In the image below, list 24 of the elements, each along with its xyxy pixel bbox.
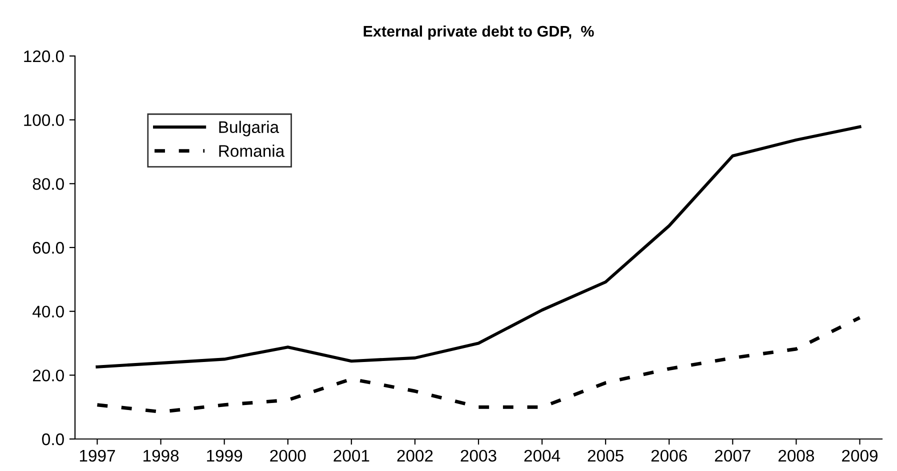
y-tick-label: 80.0 [32,178,64,190]
x-tick-label: 1998 [144,450,179,462]
x-tick-label: 1999 [207,450,242,462]
x-tick-label: 2005 [588,450,624,462]
legend-label: Bulgaria [219,120,280,136]
y-tick-label: 40.0 [32,306,64,318]
y-tick-label: 120.0 [24,50,64,62]
x-tick-label: 2002 [397,450,433,462]
x-tick-label: 2007 [714,450,750,462]
x-tick-label: 2006 [651,450,687,462]
y-tick-label: 100.0 [24,114,64,126]
y-tick-label: 60.0 [32,242,64,254]
x-tick-label: 2004 [524,450,560,462]
x-tick-label: 1997 [80,450,115,462]
y-tick-label: 0.0 [42,433,64,446]
y-tick-label: 20.0 [32,370,64,382]
x-tick-label: 2009 [842,450,878,462]
chart-title: External private debt to GDP, % [364,25,594,40]
x-tick-label: 2001 [334,450,370,462]
x-tick-label: 2000 [270,450,306,462]
x-tick-label: 2008 [778,450,814,462]
x-tick-label: 2003 [460,450,496,462]
legend-label: Romania [219,144,285,157]
line-series [96,316,862,414]
